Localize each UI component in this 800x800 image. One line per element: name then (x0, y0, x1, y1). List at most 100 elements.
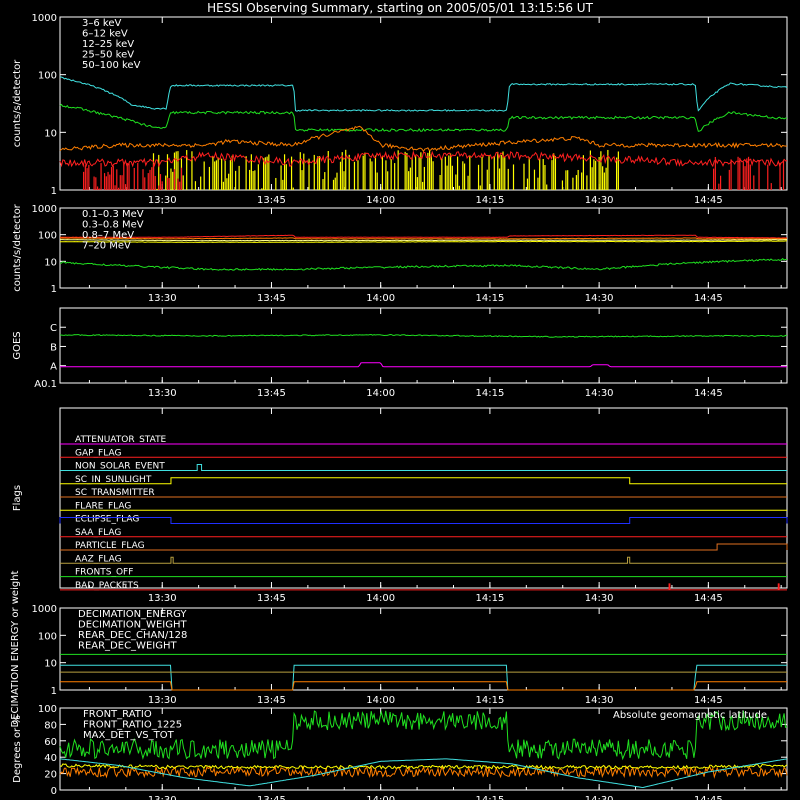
flag-label: SC_IN_SUNLIGHT (75, 475, 152, 485)
x-tick-label: 13:30 (148, 795, 177, 800)
y-tick-label: 1000 (32, 13, 57, 24)
series-line (59, 765, 788, 779)
panel-frame (59, 16, 788, 191)
flag-line (60, 477, 787, 485)
flag-label: GAP_FLAG (75, 448, 121, 458)
series-line (59, 150, 788, 168)
flag-label: SC_TRANSMITTER (75, 488, 155, 498)
y-tick-label: 1000 (32, 204, 57, 215)
y-tick-label: 10 (44, 257, 57, 268)
y-tick-label: B (50, 342, 57, 353)
flag-label: SAA_FLAG (75, 528, 121, 538)
y-axis-label: Degrees or % (12, 715, 23, 783)
flag-label: PARTICLE_FLAG (75, 541, 145, 551)
legend-entry: REAR_DEC_CHAN/128 (78, 630, 187, 641)
x-tick-label: 14:30 (585, 388, 614, 399)
x-tick-label: 13:30 (148, 695, 177, 706)
x-tick-label: 14:45 (694, 195, 723, 206)
panel-p3: 13:30 13:45 14:00 14:15 14:30 14:45 GOES A0.1 AB… (12, 307, 788, 399)
flag-line (60, 583, 787, 591)
x-tick-label: 13:45 (257, 695, 286, 706)
x-tick-label: 14:30 (585, 593, 614, 604)
legend-entry: 12–25 keV (82, 39, 134, 50)
x-tick-label: 13:30 (148, 195, 177, 206)
x-tick-label: 14:15 (475, 695, 504, 706)
y-tick-label: 60 (44, 737, 57, 748)
y-tick-label: 0 (51, 786, 57, 797)
series-line (60, 239, 788, 242)
panel-p1: 13:30 13:45 14:00 14:15 14:30 14:45 counts/s/d… (12, 13, 788, 206)
legend-entry: DECIMATION_ENERGY (78, 609, 187, 620)
x-tick-label: 14:15 (475, 293, 504, 304)
legend-entry: 3–6 keV (82, 18, 121, 29)
x-tick-label: 14:00 (366, 293, 395, 304)
y-axis-label: counts/s/detector (12, 203, 23, 291)
flag-label: FRONTS_OFF (75, 568, 133, 578)
panel-p5: 13:30 13:45 14:00 14:15 14:30 14:45 DECIMATION… (10, 570, 788, 727)
panel-frame (59, 307, 788, 384)
series-line (59, 234, 788, 239)
panel-p2: 13:30 13:45 14:00 14:15 14:30 14:45 counts/s/d… (12, 203, 788, 304)
legend-entry: 25–50 keV (82, 50, 134, 61)
x-tick-label: 14:30 (585, 293, 614, 304)
x-tick-label: 14:30 (585, 695, 614, 706)
y-tick-label: 10 (44, 659, 57, 670)
y-tick-label: A (50, 362, 57, 373)
x-tick-label: 14:45 (694, 388, 723, 399)
x-tick-label: 14:45 (694, 695, 723, 706)
x-tick-label: 14:00 (366, 695, 395, 706)
y-axis-label: DECIMATION ENERGY or weight (10, 570, 21, 727)
x-tick-label: 14:00 (366, 593, 395, 604)
y-tick-label: 1 (51, 686, 57, 697)
x-tick-label: 13:45 (257, 293, 286, 304)
x-tick-label: 13:30 (148, 293, 177, 304)
x-tick-label: 14:15 (475, 195, 504, 206)
y-tick-label: 1000 (32, 604, 57, 615)
y-axis-label: counts/s/detector (12, 59, 23, 147)
flag-label: ATTENUATOR_STATE (75, 435, 167, 445)
y-tick-label: 100 (38, 231, 57, 242)
y-tick-label: 100 (38, 704, 57, 715)
x-tick-label: 14:15 (475, 795, 504, 800)
flag-label: FLARE_FLAG (75, 501, 131, 511)
series-line (59, 763, 788, 770)
x-tick-label: 14:45 (694, 795, 723, 800)
y-axis-label: Flags (12, 485, 23, 511)
legend-entry: MAX_DET_VS_TOT (83, 730, 175, 741)
series-line (59, 333, 788, 338)
y-tick-label: A0.1 (34, 379, 57, 390)
x-tick-label: 14:30 (585, 795, 614, 800)
flag-label: BAD_PACKETS (75, 581, 139, 591)
series-line (59, 103, 788, 132)
legend-entry: 50–100 keV (82, 60, 141, 71)
x-tick-label: 14:15 (475, 593, 504, 604)
legend-entry: 0.1–0.3 MeV (82, 209, 144, 220)
y-tick-label: 80 (44, 720, 57, 731)
series-line (60, 362, 787, 368)
legend-entry: 6–12 keV (82, 29, 128, 40)
flag-line (60, 556, 787, 564)
y-tick-label: 40 (44, 753, 57, 764)
legend-entry-right: Absolute geomagnetic latitude (613, 710, 767, 721)
panel-frame (59, 407, 788, 589)
panel-frame (59, 207, 788, 289)
series-line (59, 237, 788, 240)
x-tick-label: 13:45 (257, 388, 286, 399)
legend-entry: DECIMATION_WEIGHT (78, 620, 187, 631)
flag-label: AAZ_FLAG (75, 554, 122, 564)
chart-title: HESSI Observing Summary, starting on 200… (207, 1, 593, 15)
flag-line (59, 517, 788, 525)
series-line (59, 758, 788, 789)
y-tick-label: 100 (38, 71, 57, 82)
x-tick-label: 13:30 (148, 593, 177, 604)
series-line (60, 681, 787, 691)
x-tick-label: 14:15 (475, 388, 504, 399)
series-line (60, 257, 787, 271)
series-line (60, 664, 787, 691)
panel-p6: 13:30 13:45 14:00 14:15 14:30 14:45 Degrees or… (12, 704, 788, 800)
x-tick-label: 14:00 (366, 795, 395, 800)
y-axis-label: GOES (12, 331, 23, 359)
panel-p4: 13:30 13:45 14:00 14:15 14:30 14:45 Flags ATTEN… (12, 407, 788, 604)
x-tick-label: 14:00 (366, 388, 395, 399)
